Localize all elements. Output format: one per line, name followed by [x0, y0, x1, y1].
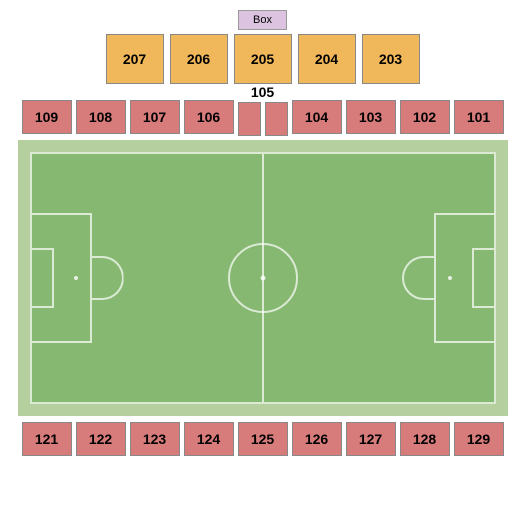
field-outer: [18, 140, 508, 416]
section-107[interactable]: 107: [130, 100, 180, 134]
penalty-arc-left: [92, 256, 124, 300]
section-203[interactable]: 203: [362, 34, 420, 84]
section-105-group: 105: [238, 100, 288, 136]
section-205[interactable]: 205: [234, 34, 292, 84]
section-102[interactable]: 102: [400, 100, 450, 134]
section-125[interactable]: 125: [238, 422, 288, 456]
section-106[interactable]: 106: [184, 100, 234, 134]
section-122[interactable]: 122: [76, 422, 126, 456]
section-126[interactable]: 126: [292, 422, 342, 456]
section-105-blocks: [238, 102, 288, 136]
section-121[interactable]: 121: [22, 422, 72, 456]
section-129[interactable]: 129: [454, 422, 504, 456]
goal-box-right: [472, 248, 494, 308]
section-124[interactable]: 124: [184, 422, 234, 456]
section-105-right[interactable]: [265, 102, 288, 136]
box-row: Box: [12, 10, 513, 30]
section-103[interactable]: 103: [346, 100, 396, 134]
mid-row: 109 108 107 106 105 104 103 102 101: [12, 100, 513, 136]
seating-chart: Box 207 206 205 204 203 109 108 107 106 …: [0, 0, 525, 525]
penalty-dot-left: [74, 276, 78, 280]
section-104[interactable]: 104: [292, 100, 342, 134]
section-123[interactable]: 123: [130, 422, 180, 456]
section-204[interactable]: 204: [298, 34, 356, 84]
section-206[interactable]: 206: [170, 34, 228, 84]
penalty-dot-right: [448, 276, 452, 280]
section-128[interactable]: 128: [400, 422, 450, 456]
section-105-left[interactable]: [238, 102, 261, 136]
section-108[interactable]: 108: [76, 100, 126, 134]
section-101[interactable]: 101: [454, 100, 504, 134]
soccer-field: [30, 152, 496, 404]
box-seat[interactable]: Box: [238, 10, 287, 30]
goal-box-left: [32, 248, 54, 308]
lower-row: 121 122 123 124 125 126 127 128 129: [12, 422, 513, 456]
upper-row: 207 206 205 204 203: [12, 34, 513, 84]
penalty-arc-right: [402, 256, 434, 300]
center-dot: [260, 276, 265, 281]
section-127[interactable]: 127: [346, 422, 396, 456]
section-105-label: 105: [251, 84, 274, 100]
section-109[interactable]: 109: [22, 100, 72, 134]
section-207[interactable]: 207: [106, 34, 164, 84]
